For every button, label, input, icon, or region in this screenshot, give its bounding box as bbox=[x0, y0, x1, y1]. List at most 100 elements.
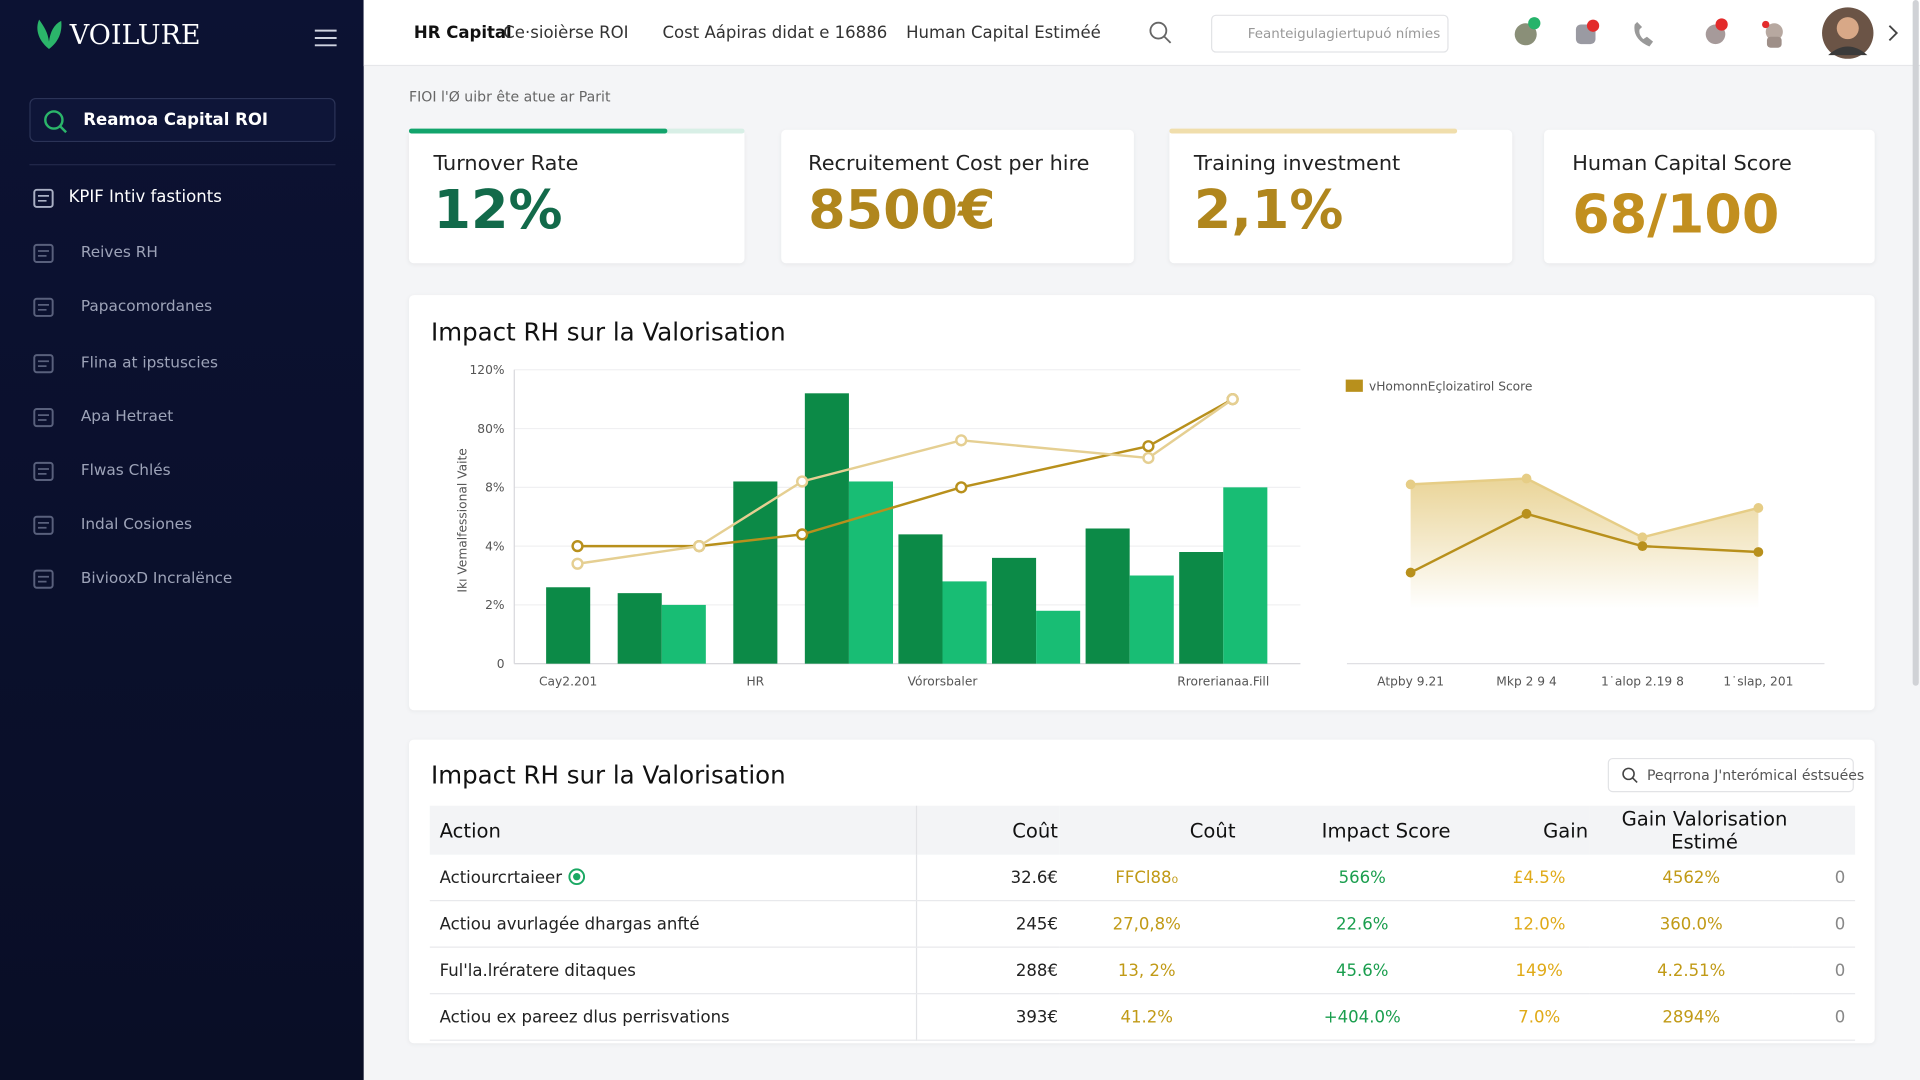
icon[interactable] bbox=[1705, 18, 1728, 45]
menu-item[interactable]: BiviooxD Incralënce bbox=[80, 568, 233, 587]
line-point bbox=[693, 540, 706, 553]
sidebar-search[interactable]: Reamoa Capital ROI bbox=[29, 97, 336, 143]
cell-text: 0 bbox=[1834, 914, 1846, 934]
cell-text: 245€ bbox=[1015, 914, 1058, 934]
line-point bbox=[1637, 541, 1648, 552]
table-cell: 27,0,8% bbox=[1059, 900, 1236, 948]
kpi-value: 68/100 bbox=[1572, 183, 1780, 247]
line-point bbox=[1405, 567, 1416, 578]
line-point bbox=[955, 481, 968, 494]
menu-item[interactable]: Reives RH bbox=[80, 242, 158, 261]
line-point bbox=[955, 434, 968, 447]
kpi-value: 2,1% bbox=[1193, 178, 1344, 242]
table-cell: Ful'la.lrératere ditaques bbox=[429, 947, 918, 995]
menu-item[interactable]: Flwas Chlés bbox=[80, 460, 171, 479]
kpi-card: Recruitement Cost per hire 8500€ bbox=[781, 129, 1134, 264]
x-tick-label: Vórorsbaler bbox=[908, 675, 979, 689]
line-point bbox=[796, 475, 809, 488]
search-placeholder: Feanteigulagiertupuó nímies bbox=[1247, 25, 1441, 42]
icon[interactable] bbox=[1514, 17, 1541, 46]
cell-text: FFCl88₀ bbox=[1115, 867, 1179, 888]
tab[interactable]: HR Capital bbox=[413, 23, 512, 43]
menu-item[interactable]: Apa Hetraet bbox=[80, 406, 174, 425]
bar bbox=[546, 587, 591, 664]
line-point bbox=[1142, 440, 1155, 453]
th: Impact Score bbox=[1235, 805, 1489, 855]
kpi-label: Training investment bbox=[1193, 151, 1401, 177]
menu-item[interactable]: Indal Cosiones bbox=[80, 514, 192, 533]
line-point bbox=[571, 557, 584, 570]
line bbox=[577, 398, 1234, 565]
bar bbox=[992, 557, 1037, 664]
status-icon bbox=[568, 867, 586, 885]
tab[interactable]: Cost Aápiras didat e 16886 bbox=[662, 23, 888, 43]
table-row: Ful'la.lrératere ditaques 288€ 13, 2% 45.6%… bbox=[429, 947, 1856, 995]
table-body: Actiourcrtaieer 32.6€ FFCl88₀ 566% £4.5% 4562… bbox=[429, 854, 1856, 1041]
kpi-label: Recruitement Cost per hire bbox=[808, 151, 1090, 177]
table-cell: 4562% bbox=[1589, 854, 1794, 902]
bar bbox=[617, 593, 662, 664]
th: Action bbox=[429, 805, 918, 855]
bar bbox=[661, 604, 706, 664]
y-tick-label: 4% bbox=[485, 539, 504, 553]
tab[interactable]: Human Capital Estiméé bbox=[906, 23, 1101, 43]
menu-item[interactable]: Flina at ipstuscies bbox=[80, 352, 218, 372]
cell-text: 0 bbox=[1834, 1007, 1846, 1027]
table-cell: 41.2% bbox=[1059, 993, 1236, 1041]
y-tick-label: 2% bbox=[485, 598, 504, 612]
bar bbox=[1223, 487, 1268, 664]
table-cell: 4.2.51% bbox=[1589, 947, 1794, 995]
search-icon[interactable] bbox=[1149, 21, 1173, 45]
legend-swatch bbox=[1345, 379, 1363, 392]
scrollbar[interactable] bbox=[1912, 0, 1919, 686]
cell-text: 2894% bbox=[1662, 1007, 1721, 1027]
menu-item[interactable]: KPIF Intiv fastionts bbox=[68, 187, 222, 207]
x-tick-label: Rrorerianaa.Fill bbox=[1177, 675, 1269, 689]
line bbox=[1410, 512, 1759, 574]
table-cell: 288€ bbox=[916, 947, 1060, 995]
cell-text: 12.0% bbox=[1512, 914, 1566, 934]
table-cell: Actiourcrtaieer bbox=[429, 854, 918, 902]
menu-icon bbox=[33, 569, 54, 589]
menu-icon bbox=[33, 461, 54, 481]
table-header: Action Coût Coût Impact Score Gain Gain … bbox=[429, 805, 1856, 855]
icon[interactable] bbox=[1634, 22, 1654, 47]
line-point bbox=[1226, 393, 1239, 406]
menu-icon bbox=[33, 408, 54, 428]
menu-toggle[interactable] bbox=[314, 29, 337, 47]
tab[interactable]: Ce·sioièrse ROI bbox=[503, 23, 629, 43]
cell-text: 41.2% bbox=[1120, 1007, 1173, 1027]
icon[interactable] bbox=[1575, 19, 1600, 45]
search-placeholder: Peqrrona J'nterómical éstsuées bbox=[1646, 766, 1865, 784]
panel-title: Impact RH sur la Valorisation bbox=[431, 317, 786, 347]
menu-icon bbox=[33, 297, 54, 317]
avatar[interactable] bbox=[1821, 6, 1875, 60]
x-tick-label: Mkp 2 9 4 bbox=[1496, 675, 1557, 689]
y-tick-label: 80% bbox=[477, 422, 504, 436]
icon[interactable] bbox=[1762, 20, 1783, 48]
bar bbox=[942, 581, 987, 664]
bar bbox=[848, 481, 894, 664]
header-search[interactable]: Feanteigulagiertupuó nímies bbox=[1211, 14, 1449, 53]
line bbox=[577, 398, 1234, 548]
menu-item[interactable]: Papacomordanes bbox=[80, 296, 213, 315]
table-cell: 0 bbox=[1793, 900, 1856, 948]
cell-text: 22.6% bbox=[1335, 914, 1389, 934]
table-search[interactable]: Peqrrona J'nterómical éstsuées bbox=[1607, 757, 1864, 793]
cell-text: 288€ bbox=[1015, 960, 1058, 981]
chevron[interactable] bbox=[1887, 24, 1899, 42]
table-cell: 0 bbox=[1793, 993, 1856, 1041]
kpi-label: Turnover Rate bbox=[433, 151, 579, 177]
cell-text: 360.0% bbox=[1659, 914, 1723, 934]
table-cell: 566% bbox=[1235, 854, 1489, 902]
table-cell: 32.6€ bbox=[916, 854, 1060, 902]
cell-text: 4.2.51% bbox=[1657, 960, 1726, 981]
table: Action Coût Coût Impact Score Gain Gain … bbox=[429, 805, 1856, 1041]
bar bbox=[733, 481, 778, 664]
kpi-card: Training investment 2,1% bbox=[1169, 128, 1513, 264]
cell-text: 45.6% bbox=[1335, 960, 1389, 981]
table-cell: 7.0% bbox=[1488, 993, 1590, 1041]
th: Gain Valorisation Estimé bbox=[1589, 805, 1856, 855]
x-tick-label: Cay2.201 bbox=[539, 675, 597, 689]
